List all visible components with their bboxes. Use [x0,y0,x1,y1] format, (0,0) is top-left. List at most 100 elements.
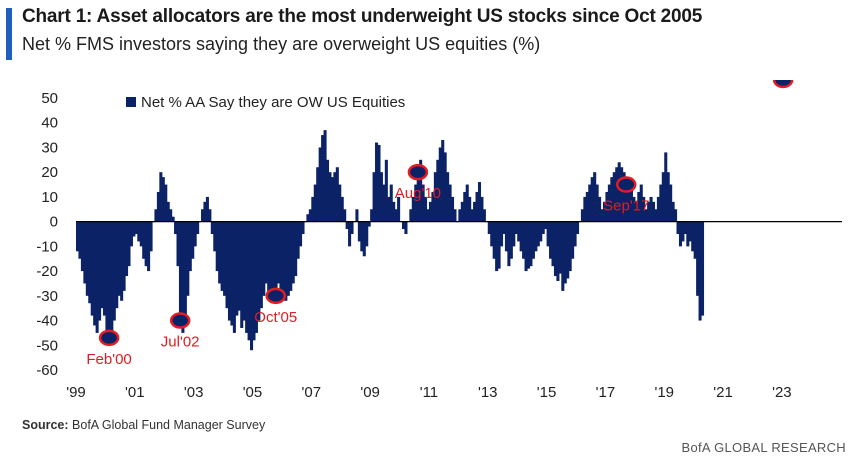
bar [132,221,136,237]
x-tick-label: '99 [66,384,86,401]
bar [495,221,499,272]
bar [514,221,518,234]
bar [504,221,508,252]
bar [227,221,232,321]
bar [522,221,526,259]
annotation-label: Jan'23 [761,80,805,84]
bar [517,221,521,242]
bar [193,221,197,247]
bar [348,221,352,247]
source-text: BofA Global Fund Manager Survey [72,418,266,432]
bar [627,177,631,222]
bar [448,184,452,222]
annotation-circle [98,329,120,347]
bar [524,221,528,272]
bar [644,209,648,222]
bar [674,209,678,222]
bar [377,144,381,222]
bar [139,221,143,247]
bar [629,184,633,222]
y-tick-label: -10 [36,238,58,255]
bar [453,209,457,222]
bar [166,201,170,222]
bar [473,201,477,222]
bar [335,167,339,222]
bar [637,191,641,222]
bar [529,221,533,267]
bar [541,221,545,234]
bar [438,147,442,222]
bar [296,221,300,259]
bar [659,184,663,222]
bar [355,209,359,222]
bar [372,172,376,222]
bar [95,221,99,333]
bar [362,221,366,257]
bar [443,152,447,222]
bar [678,221,682,247]
bar [107,221,111,338]
bar [507,221,511,267]
bar [284,221,288,301]
bar [340,196,344,222]
bar [585,191,589,222]
bar [306,214,310,222]
bar [218,221,222,284]
bar [112,221,116,321]
bar [556,221,560,281]
bar [367,221,371,227]
bar [531,221,535,259]
bar [500,221,504,247]
bar [289,221,293,291]
bar [144,221,148,267]
x-tick-label: '07 [302,384,322,401]
bar [154,209,158,222]
bar [147,221,151,272]
bar [536,221,540,247]
annotation-label: Jul'02 [161,334,200,351]
bar [93,221,97,326]
y-tick-label: 40 [41,115,58,132]
bar [120,221,124,301]
bar [345,221,349,230]
bar [647,201,651,222]
bar [330,177,334,222]
bar [688,221,692,242]
bar [701,221,705,316]
bar [509,221,513,259]
bar [308,209,312,222]
bar [223,221,227,296]
bar [549,221,553,259]
bar [431,191,435,222]
bar [468,196,472,222]
bar [649,196,653,222]
annotation-label: Feb'00 [86,351,131,368]
bar [691,221,695,252]
bar [313,184,317,222]
bar [110,221,114,333]
bar [171,216,175,222]
bar [490,221,494,247]
bar [316,167,320,222]
bar [370,209,374,222]
bar [299,221,303,247]
bar [156,191,160,222]
bar [526,221,531,269]
x-tick-label: '23 [772,384,792,401]
bar [274,221,278,296]
bar [421,184,425,222]
bar [683,221,687,234]
bar [693,221,697,259]
bar [617,162,621,222]
bar [595,184,599,222]
bar [666,172,670,222]
bar [497,221,501,269]
bar [365,221,369,247]
bar [100,221,104,309]
bar [122,221,126,291]
bar [441,140,445,222]
annotation-circle [169,312,191,329]
bar [460,201,464,222]
bar [379,172,383,222]
bar [416,172,420,222]
